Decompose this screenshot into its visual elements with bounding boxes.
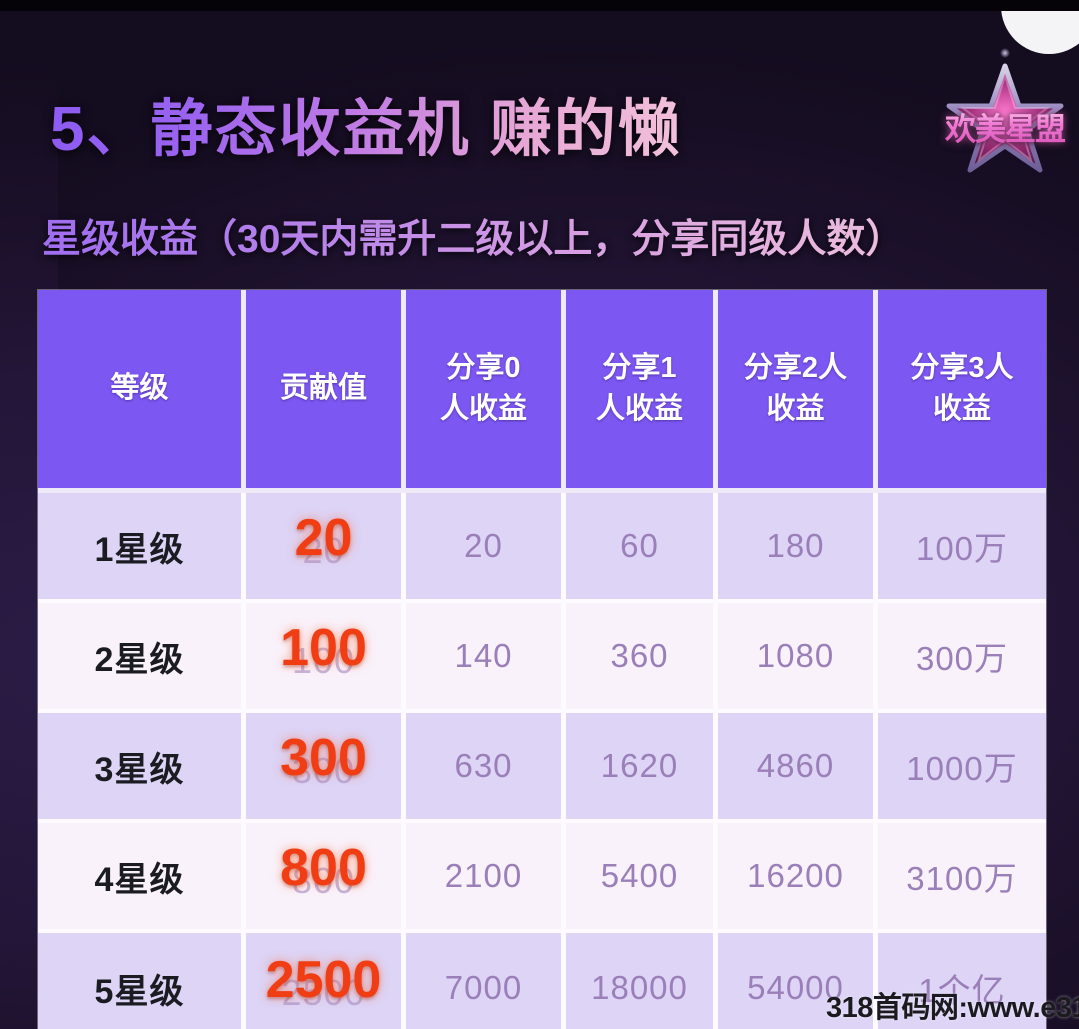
column-header-share2: 分享2人 收益 [718, 290, 878, 493]
cell-share0: 2100 [406, 823, 566, 933]
cell-share2: 1080 [718, 603, 878, 713]
cell-share0: 7000 [406, 933, 566, 1029]
cell-contribution: 20 20 [246, 493, 406, 603]
cell-share1: 5400 [566, 823, 718, 933]
cell-contribution-value: 800 [280, 839, 367, 897]
cell-share3: 1000万 [878, 713, 1046, 823]
site-watermark: 318首码网:www.e318.com [826, 992, 1079, 1024]
cell-share2: 180 [718, 493, 878, 603]
column-header-share3-line2: 收益 [932, 393, 991, 425]
cell-level: 5星级 [38, 933, 246, 1029]
cell-contribution-value: 20 [294, 509, 353, 567]
column-header-share1: 分享1 人收益 [566, 290, 718, 493]
cell-level: 3星级 [38, 713, 246, 823]
cell-contribution-value: 300 [280, 729, 367, 787]
earnings-table: 等级 贡献值 分享0 人收益 分享1 人收益 分享2人 收益 [38, 290, 1046, 1029]
cell-share0: 140 [406, 603, 566, 713]
cell-share2: 4860 [718, 713, 878, 823]
cell-contribution: 100 100 [246, 603, 406, 713]
cell-contribution: 300 300 [246, 713, 406, 823]
cell-share3: 1个亿 [878, 933, 1046, 1029]
column-header-share2-line2: 收益 [766, 393, 825, 425]
column-header-share0-line2: 人收益 [439, 393, 527, 425]
table-row: 2星级 100 100 140 360 1080 300万 [38, 603, 1046, 713]
column-header-share1-line2: 人收益 [595, 393, 683, 425]
cell-share3: 300万 [878, 603, 1046, 713]
column-header-share1-line1: 分享1 [602, 351, 677, 384]
cell-level: 4星级 [38, 823, 246, 933]
cell-share2: 54000 [718, 933, 878, 1029]
sparkle-decoration [1000, 48, 1010, 58]
cell-share1: 18000 [566, 933, 718, 1029]
table-row: 1星级 20 20 20 60 180 100万 [38, 493, 1046, 603]
cell-share3: 3100万 [878, 823, 1046, 933]
cell-contribution: 800 800 [246, 823, 406, 933]
table-header-row: 等级 贡献值 分享0 人收益 分享1 人收益 分享2人 收益 [38, 290, 1046, 493]
earnings-table-wrapper: 等级 贡献值 分享0 人收益 分享1 人收益 分享2人 收益 [38, 290, 1046, 1029]
table-row: 4星级 800 800 2100 5400 16200 3100万 [38, 823, 1046, 933]
cell-share0: 630 [406, 713, 566, 823]
column-header-level: 等级 [38, 290, 246, 493]
device-frame-edge [0, 8, 58, 1029]
cell-share1: 60 [566, 493, 718, 603]
cell-contribution-value: 2500 [265, 951, 382, 1009]
column-header-share0-line1: 分享0 [446, 351, 521, 384]
cell-share1: 1620 [566, 713, 718, 823]
cell-contribution: 2500 2500 [246, 933, 406, 1029]
cell-share1: 360 [566, 603, 718, 713]
cell-level: 2星级 [38, 603, 246, 713]
table-body: 1星级 20 20 20 60 180 100万 2星级 100 100 [38, 493, 1046, 1029]
cell-share0: 20 [406, 493, 566, 603]
column-header-contribution: 贡献值 [246, 290, 406, 493]
column-header-share3-line1: 分享3人 [910, 351, 1014, 384]
cell-share2: 16200 [718, 823, 878, 933]
column-header-share0: 分享0 人收益 [406, 290, 566, 493]
table-header: 等级 贡献值 分享0 人收益 分享1 人收益 分享2人 收益 [38, 290, 1046, 493]
top-black-bar [0, 0, 1079, 11]
table-row: 3星级 300 300 630 1620 4860 1000万 [38, 713, 1046, 823]
column-header-share3: 分享3人 收益 [878, 290, 1046, 493]
page-title: 5、静态收益机 赚的懒 [50, 78, 682, 168]
star-icon [946, 63, 1064, 173]
brand-logo-text: 欢美星盟 [935, 104, 1075, 149]
table-row: 5星级 2500 2500 7000 18000 54000 1个亿 [38, 933, 1046, 1029]
cell-level: 1星级 [38, 493, 246, 603]
brand-logo: 欢美星盟 [935, 58, 1075, 178]
column-header-share2-line1: 分享2人 [743, 351, 848, 384]
cell-share3: 100万 [878, 493, 1046, 603]
cell-contribution-value: 100 [280, 619, 367, 677]
page-subtitle: 星级收益（30天内需升二级以上，分享同级人数） [42, 208, 904, 264]
